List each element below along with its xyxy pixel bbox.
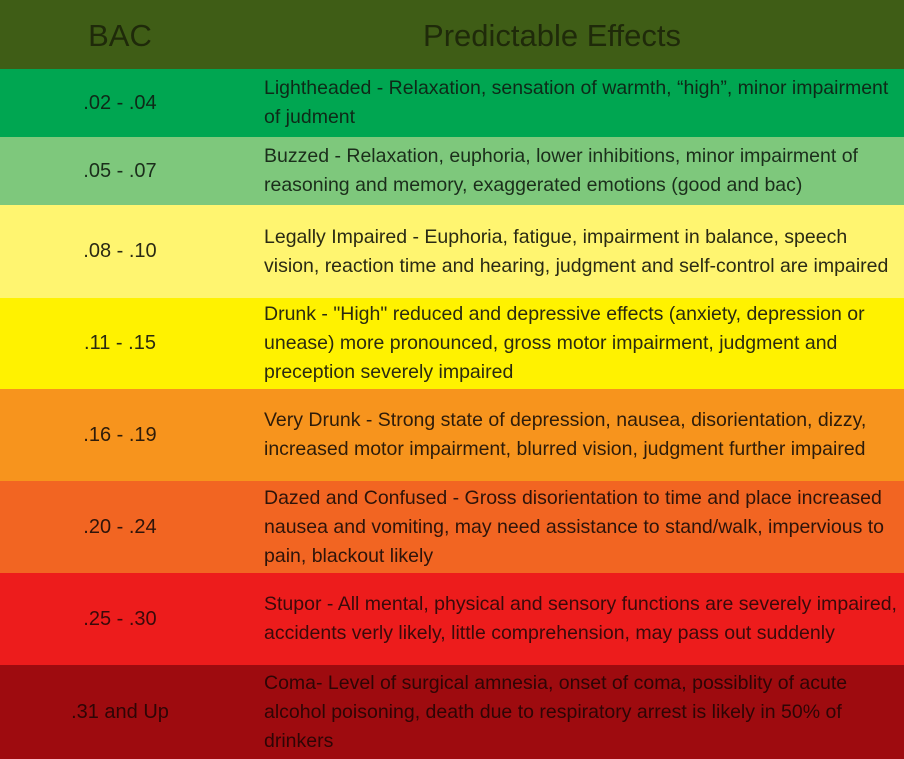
bac-range: .11 - .15: [84, 332, 156, 354]
table-row: .05 - .07 Buzzed - Relaxation, euphoria,…: [0, 137, 904, 205]
bac-range: .25 - .30: [83, 607, 157, 630]
table-row: .02 - .04 Lightheaded - Relaxation, sens…: [0, 69, 904, 137]
bac-range: .31 and Up: [71, 700, 169, 723]
effects-text: Dazed and Confused - Gross disorientatio…: [264, 486, 885, 567]
table-header: BAC Predictable Effects: [0, 0, 904, 69]
table-row: .20 - .24 Dazed and Confused - Gross dis…: [0, 481, 904, 573]
effects-text: Buzzed - Relaxation, euphoria, lower inh…: [264, 145, 858, 196]
effects-text: Legally Impaired - Euphoria, fatigue, im…: [264, 225, 889, 277]
bac-range: .05 - .07: [83, 159, 157, 182]
bac-column-header: BAC: [88, 17, 152, 53]
table-row: .08 - .10 Legally Impaired - Euphoria, f…: [0, 205, 904, 298]
table-row: .31 and Up Coma- Level of surgical amnes…: [0, 665, 904, 759]
effects-text: Very Drunk - Strong state of depression,…: [264, 409, 867, 460]
effects-column-header: Predictable Effects: [423, 17, 681, 53]
table-row: .16 - .19 Very Drunk - Strong state of d…: [0, 389, 904, 481]
bac-range: .20 - .24: [83, 515, 157, 538]
table-row: .25 - .30 Stupor - All mental, physical …: [0, 573, 904, 665]
effects-text: Lightheaded - Relaxation, sensation of w…: [264, 77, 889, 128]
bac-range: .08 - .10: [83, 240, 157, 262]
effects-text: Drunk - "High" reduced and depressive ef…: [264, 303, 865, 383]
effects-text: Coma- Level of surgical amnesia, onset o…: [264, 671, 848, 752]
bac-range: .16 - .19: [83, 423, 157, 446]
bac-range: .02 - .04: [83, 91, 157, 114]
table-row: .11 - .15 Drunk - "High" reduced and dep…: [0, 298, 904, 389]
effects-text: Stupor - All mental, physical and sensor…: [264, 593, 897, 644]
